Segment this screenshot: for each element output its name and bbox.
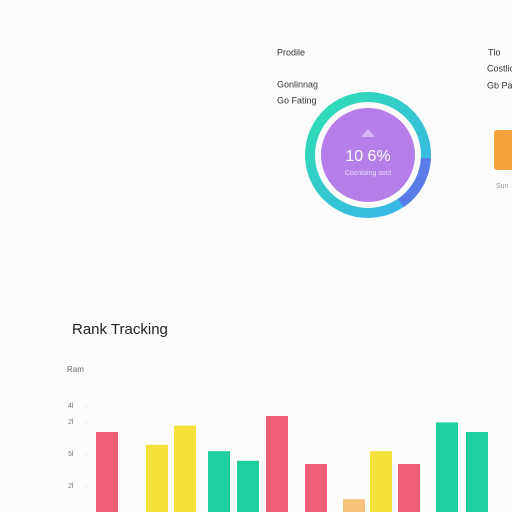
side-line: Costlic bbox=[487, 63, 512, 73]
bar bbox=[343, 499, 365, 512]
side-button[interactable] bbox=[494, 130, 512, 170]
bar bbox=[237, 460, 259, 512]
side-footer: Sun bbox=[496, 183, 509, 190]
bar bbox=[96, 432, 118, 512]
bar bbox=[370, 451, 392, 512]
y-tick-label: 5l bbox=[68, 451, 74, 458]
bar bbox=[466, 432, 488, 512]
y-tick-label: 2l bbox=[68, 483, 74, 490]
side-title: Tlo bbox=[488, 47, 501, 57]
bar bbox=[398, 464, 420, 512]
bar bbox=[146, 444, 168, 512]
gauge-caption: Cocntaing soct bbox=[345, 170, 391, 177]
side-line: Gb Pa bbox=[487, 80, 512, 90]
bar bbox=[436, 422, 458, 512]
gauge-segment bbox=[397, 157, 431, 208]
chart-title: Rank Tracking bbox=[72, 321, 168, 338]
gauge-ring bbox=[305, 92, 431, 218]
profile-line: Gonlinnag bbox=[277, 79, 318, 89]
bar bbox=[266, 416, 288, 512]
y-tick-label: 4l bbox=[68, 403, 74, 410]
gauge-label: 10 6% bbox=[345, 148, 390, 165]
bar bbox=[208, 451, 230, 512]
bar bbox=[174, 425, 196, 512]
gauge-core bbox=[321, 108, 415, 202]
profile-title: Prodile bbox=[277, 47, 305, 57]
profile-line: Go Fating bbox=[277, 95, 317, 105]
y-tick-label: 2l bbox=[68, 419, 74, 426]
gauge-icon bbox=[361, 129, 375, 137]
bar-chart: 4l 2l 5l 2l bbox=[68, 403, 488, 512]
y-axis-label: Ram bbox=[67, 365, 84, 374]
bar bbox=[305, 464, 327, 512]
